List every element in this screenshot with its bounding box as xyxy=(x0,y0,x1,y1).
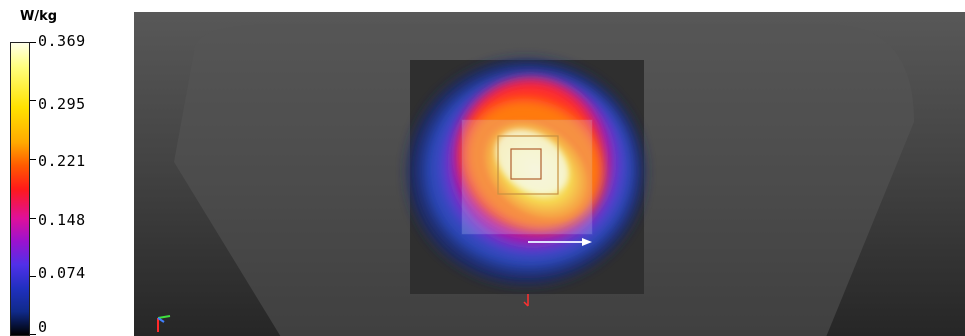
legend-value-min: 0 xyxy=(38,318,48,336)
legend-value-max: 0.369 xyxy=(38,32,86,50)
legend-unit: W/kg xyxy=(20,9,58,24)
legend-tick xyxy=(30,42,36,43)
legend-value: 0.221 xyxy=(38,152,86,170)
cube-inner xyxy=(510,148,542,180)
color-scale-bar xyxy=(10,42,30,336)
legend-value: 0.148 xyxy=(38,211,86,229)
scene xyxy=(157,24,914,336)
legend-value: 0.074 xyxy=(38,264,86,282)
direction-arrow-icon xyxy=(528,238,592,246)
sar-distribution xyxy=(408,60,644,284)
cube-outer xyxy=(497,135,559,195)
color-scale-legend: W/kg 0.369 0.295 0.221 0.148 0.074 0 xyxy=(0,0,120,336)
legend-tick xyxy=(30,159,36,160)
zoom-scan-area xyxy=(461,119,593,235)
render-viewport[interactable] xyxy=(134,12,965,336)
legend-tick xyxy=(30,276,36,277)
probe-marker-icon xyxy=(523,294,529,307)
legend-tick xyxy=(30,100,36,101)
axes-triad-icon xyxy=(157,315,171,332)
legend-value: 0.295 xyxy=(38,95,86,113)
legend-tick xyxy=(30,218,36,219)
legend-tick xyxy=(30,334,36,335)
